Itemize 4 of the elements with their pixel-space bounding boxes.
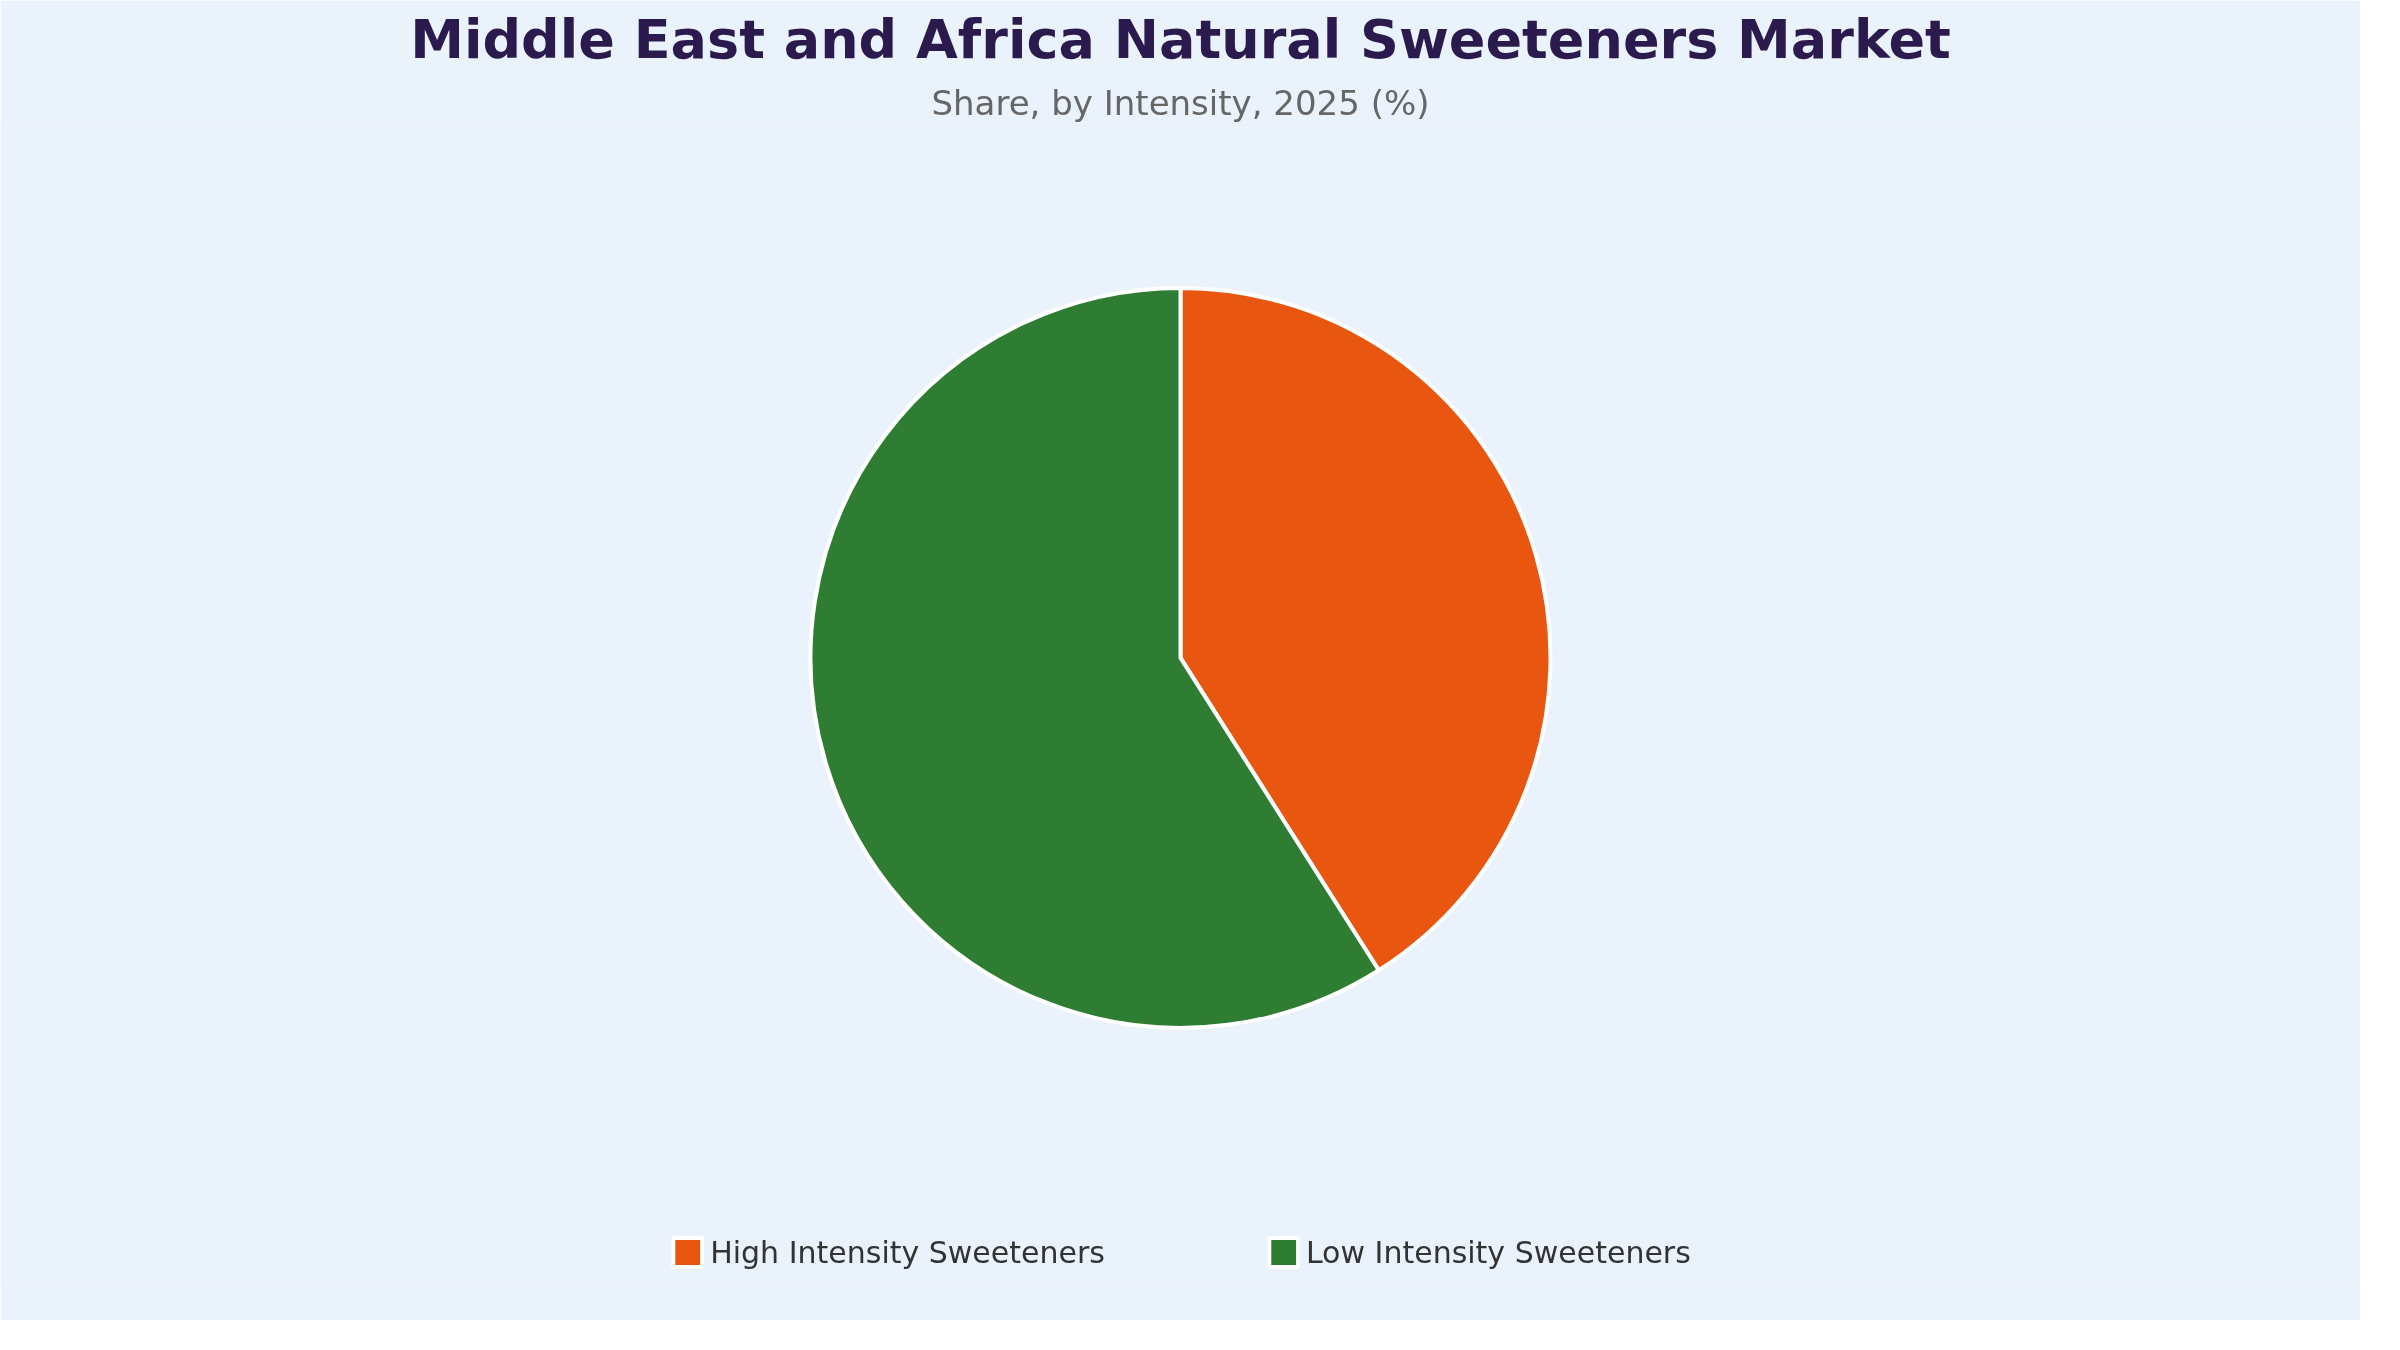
chart-title: Middle East and Africa Natural Sweeteners Market [410, 7, 1951, 71]
legend-label: High Intensity Sweeteners [710, 1234, 1105, 1270]
legend-label: Low Intensity Sweeteners [1305, 1234, 1691, 1270]
chart-subtitle: Share, by Intensity, 2025 (%) [931, 82, 1430, 123]
